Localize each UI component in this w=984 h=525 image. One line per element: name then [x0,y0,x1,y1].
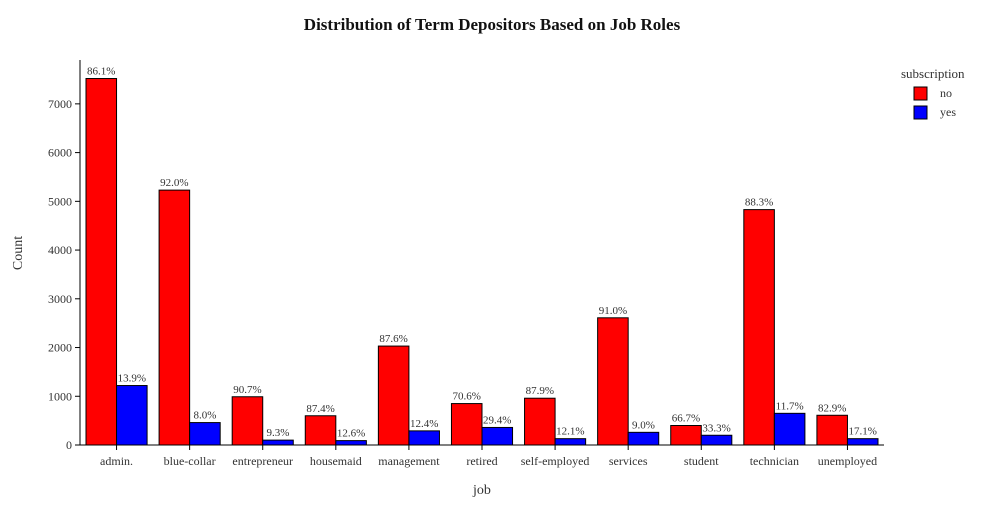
data-label: 66.7% [672,413,700,425]
y-tick-label: 1000 [48,389,72,403]
x-tick-label: admin. [100,454,133,468]
x-tick-label: housemaid [310,454,362,468]
bar-yes [189,422,221,446]
data-label: 70.6% [453,391,481,403]
data-label: 12.4% [410,418,438,430]
bar-yes [846,438,879,446]
data-label: 90.7% [233,384,261,396]
legend-swatch-yes [913,105,928,120]
bar-no [85,78,118,446]
legend-swatch-no [913,86,928,101]
bar-yes [116,385,148,446]
data-label: 82.9% [818,402,846,414]
data-label: 9.3% [267,427,290,439]
x-tick-label: student [684,454,719,468]
data-label: 13.9% [118,373,146,385]
y-tick-label: 0 [66,438,72,452]
bar-yes [773,412,806,446]
y-tick-label: 7000 [48,97,72,111]
y-axis-label: Count [11,236,26,270]
bar-no [816,414,848,446]
data-label: 9.0% [632,419,655,431]
data-label: 86.1% [87,66,115,78]
y-tick-label: 6000 [48,146,72,160]
y-tick-label: 4000 [48,243,72,257]
data-label: 87.9% [526,385,554,397]
y-tick-label: 2000 [48,341,72,355]
x-axis-label: job [472,483,491,498]
data-label: 91.0% [599,305,627,317]
x-tick-label: management [378,454,440,468]
y-tick-label: 3000 [48,292,72,306]
data-label: 11.7% [776,400,804,412]
legend: subscription no yes [901,66,965,120]
data-label: 88.3% [745,197,773,209]
bars [85,78,879,446]
y-tick-label: 5000 [48,194,72,208]
bar-labels: 86.1% 92.0% 90.7% 87.4% 87.6% 70.6% 87.9% 91.0%… [87,66,877,440]
bar-yes [554,438,587,446]
data-label: 87.4% [306,403,334,415]
bar-yes [262,439,294,446]
bar-no [231,396,264,446]
x-tick-label: services [609,454,648,468]
legend-label-no: no [940,86,952,100]
x-tick-label: technician [750,454,799,468]
bar-yes [700,434,733,446]
legend-label-yes: yes [940,105,956,119]
bar-no [743,209,775,446]
bar-no [670,425,702,446]
bar-yes [627,431,660,446]
x-tick-label: unemployed [818,454,877,468]
data-label: 92.0% [160,177,188,189]
bar-yes [408,430,440,446]
chart-title: Distribution of Term Depositors Based on… [304,15,681,34]
bar-yes [481,426,514,446]
bar-no [158,189,191,446]
x-tick-label: blue-collar [164,454,216,468]
data-label: 12.1% [556,426,584,438]
axes: 0 1000 2000 3000 4000 5000 6000 7000 admin. blue-… [48,60,884,468]
x-tick-label: self-employed [521,454,590,468]
data-label: 87.6% [379,333,407,345]
data-label: 29.4% [483,414,511,426]
bar-no [597,317,629,446]
data-label: 17.1% [849,426,877,438]
legend-title: subscription [901,66,965,81]
bar-yes [335,440,367,446]
bar-no [377,345,410,446]
bar-no [450,403,483,446]
data-label: 33.3% [702,422,730,434]
data-label: 8.0% [193,410,216,422]
bar-no [524,397,556,446]
data-label: 12.6% [337,428,365,440]
x-tick-label: retired [466,454,497,468]
bar-no [304,415,337,446]
x-tick-label: entrepreneur [232,454,293,468]
